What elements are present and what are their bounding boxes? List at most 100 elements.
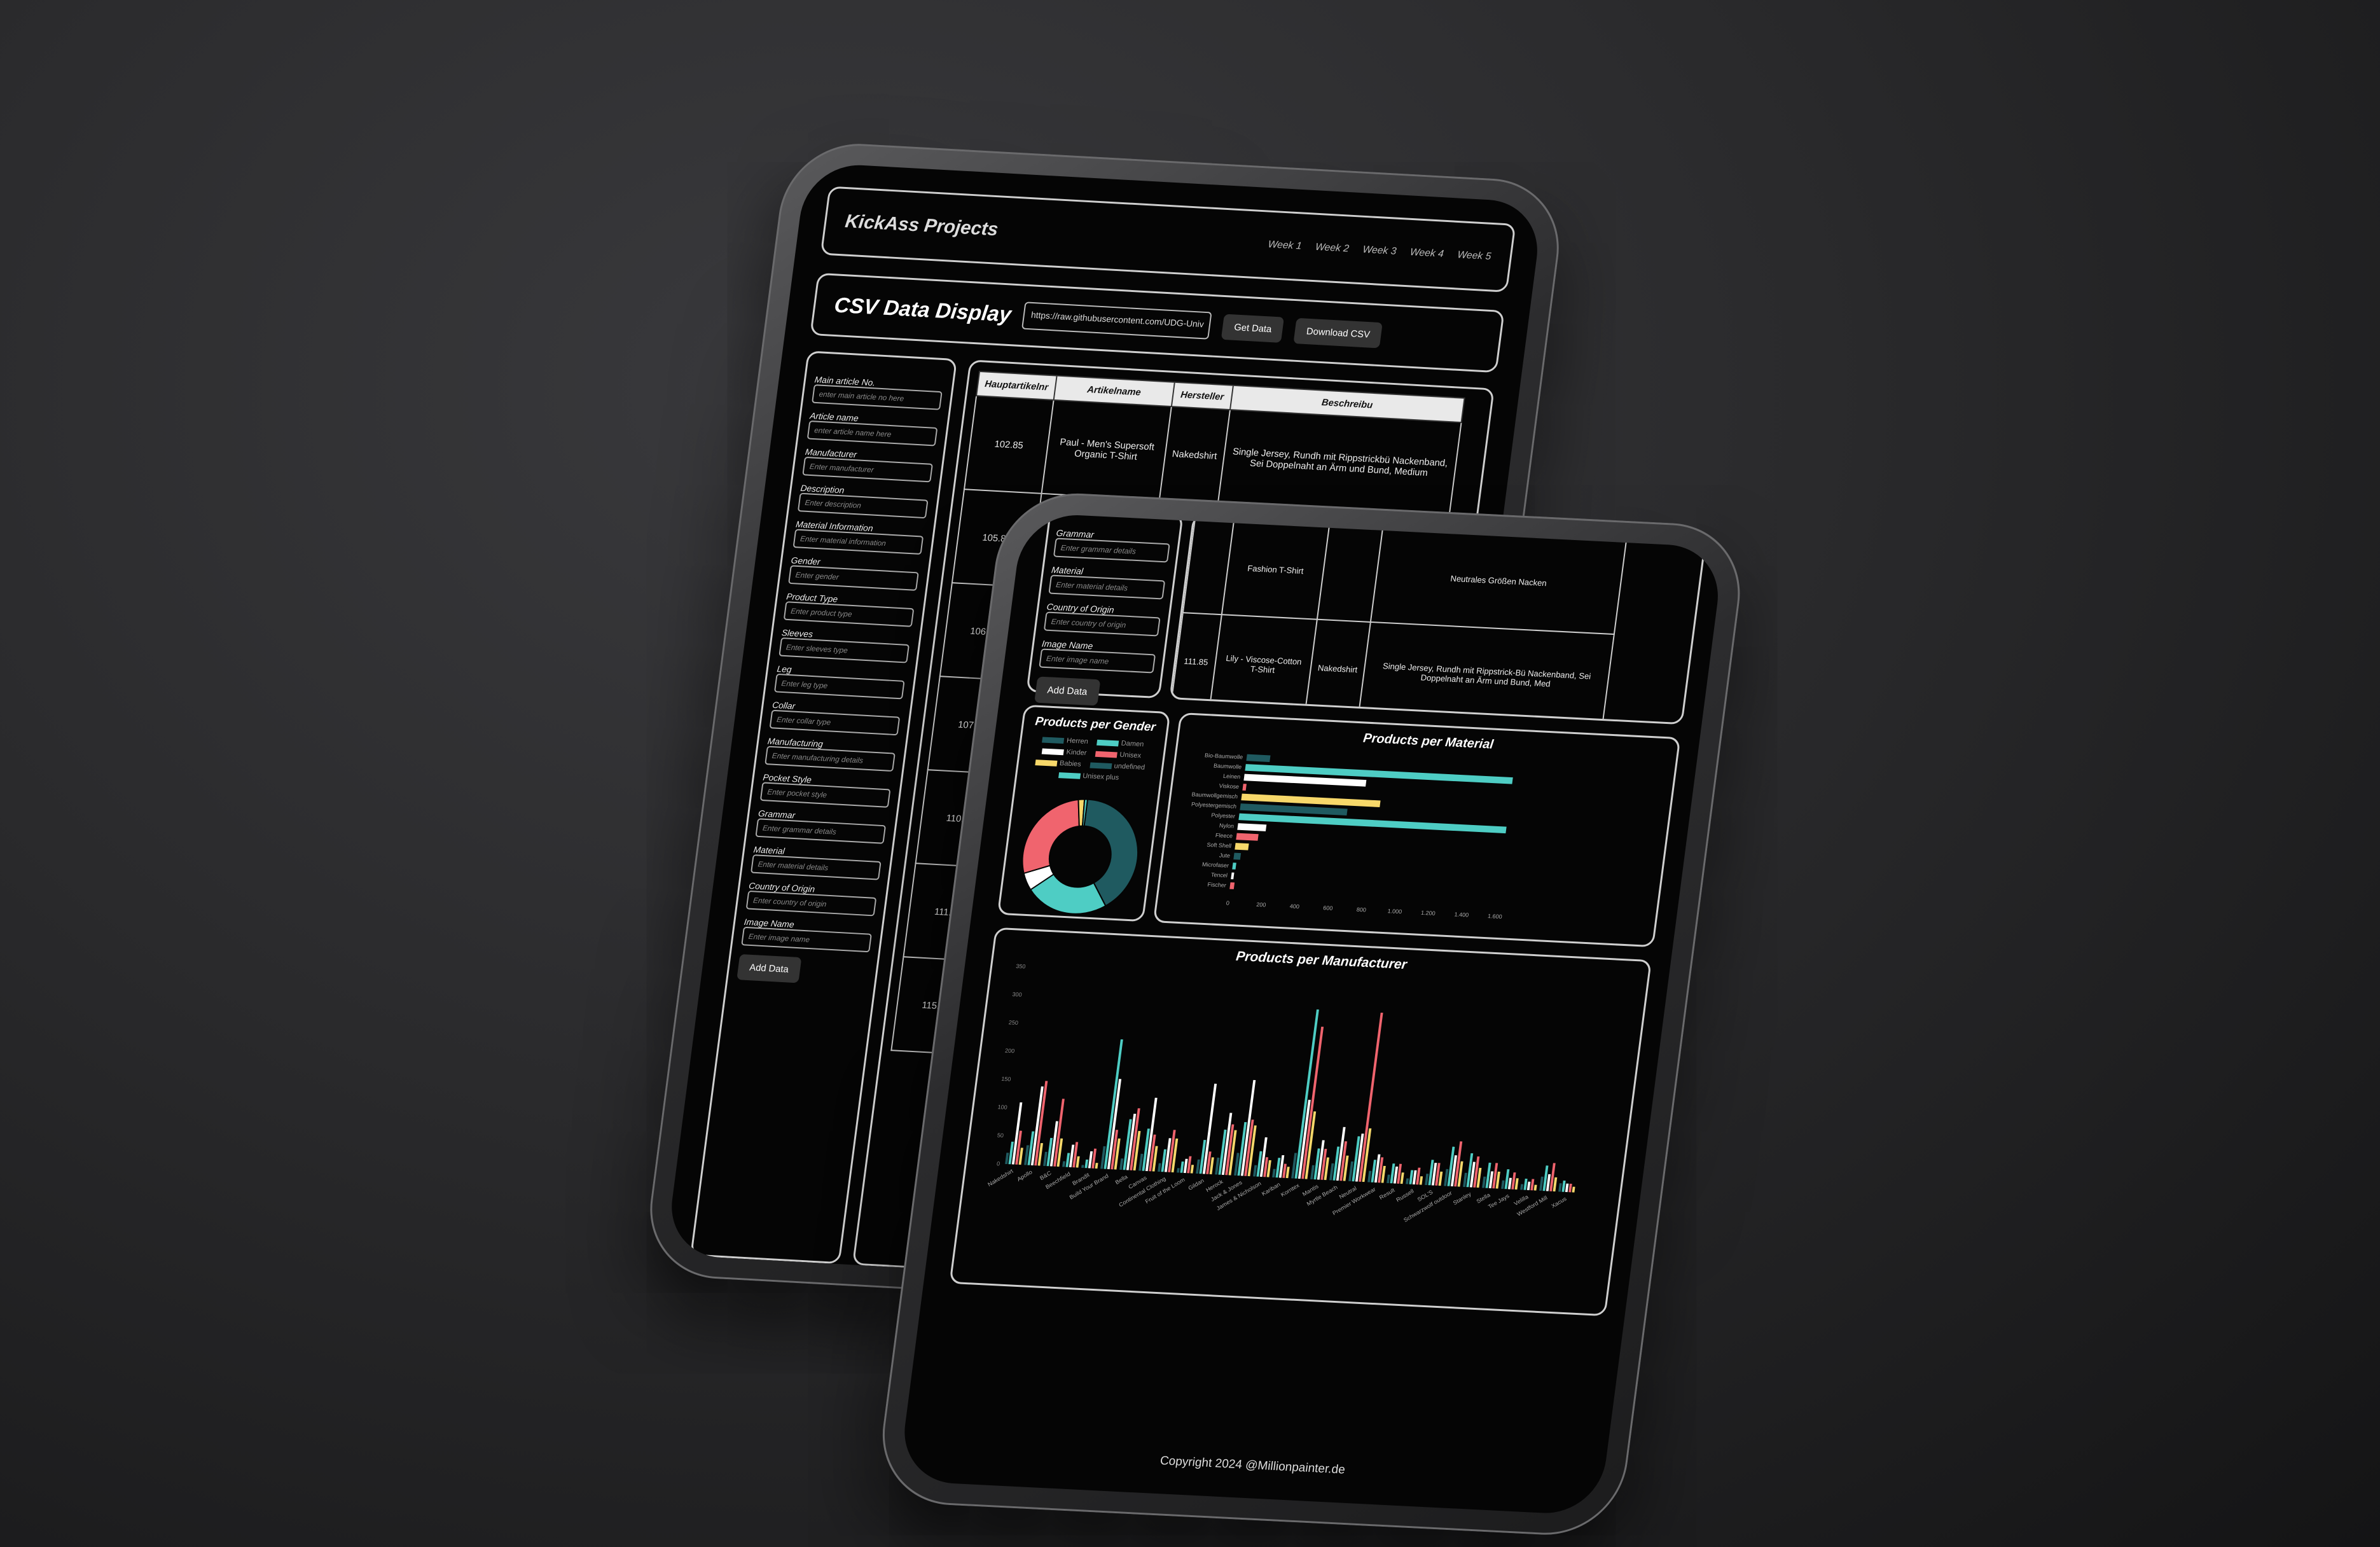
bar-canvas-unisex[interactable] (1149, 1134, 1156, 1172)
bar-premier-workwear-kinder[interactable] (1374, 1154, 1381, 1183)
bar-beechfield-damen[interactable] (1065, 1153, 1070, 1167)
bar-tee-jays-unisex[interactable] (1511, 1172, 1516, 1190)
bar-jute[interactable] (1233, 852, 1242, 860)
bar-kariban-kinder[interactable] (1278, 1155, 1285, 1178)
bar-russell-babies[interactable] (1419, 1176, 1423, 1185)
donut-slice-herren[interactable] (1074, 798, 1145, 907)
bar-b-c-kinder[interactable] (1049, 1121, 1058, 1167)
bar-bella-kinder[interactable] (1126, 1113, 1137, 1170)
bar-kariban-babies[interactable] (1285, 1167, 1290, 1179)
bar-velilla-damen[interactable] (1523, 1178, 1528, 1190)
bar-james-nicholson-herren[interactable] (1253, 1165, 1257, 1177)
bar-westford-mill-unisex[interactable] (1549, 1163, 1556, 1191)
bar-jack-jones-kinder[interactable] (1240, 1079, 1256, 1176)
legend-item[interactable]: Herren (1042, 735, 1089, 746)
bar-russell-kinder[interactable] (1412, 1170, 1417, 1185)
bar-gildan-kinder[interactable] (1202, 1083, 1217, 1174)
bar-brandit-babies[interactable] (1095, 1163, 1098, 1169)
get-data-button[interactable]: Get Data (1221, 314, 1285, 343)
bar-james-nicholson-unisex[interactable] (1263, 1157, 1269, 1177)
bar-baumwollgemisch[interactable] (1241, 793, 1381, 807)
bar-beechfield-herren[interactable] (1062, 1161, 1066, 1167)
bar-jack-jones-herren[interactable] (1234, 1153, 1240, 1176)
bar-sol-s-babies[interactable] (1438, 1171, 1443, 1186)
bar-bella-babies[interactable] (1133, 1130, 1141, 1171)
bar-continental-clothing-unisex[interactable] (1168, 1130, 1176, 1172)
bar-korntex-babies[interactable] (1304, 1111, 1317, 1179)
bar-nakedshirt-unisex[interactable] (1015, 1130, 1022, 1165)
bar-velilla-kinder[interactable] (1526, 1181, 1531, 1191)
bar-schwarzwolf-outdoor-babies[interactable] (1457, 1161, 1463, 1187)
bar-apollo-herren[interactable] (1024, 1145, 1029, 1165)
bar-herock-kinder[interactable] (1221, 1113, 1233, 1176)
bar-apollo-kinder[interactable] (1030, 1086, 1044, 1166)
bar-fischer[interactable] (1229, 882, 1235, 889)
nav-link-week-5[interactable]: Week 5 (1456, 249, 1492, 262)
bar-continental-clothing-herren[interactable] (1158, 1163, 1161, 1172)
bar-continental-clothing-babies[interactable] (1171, 1138, 1179, 1173)
bar-b-c-damen[interactable] (1046, 1137, 1053, 1167)
bar-stanley-kinder[interactable] (1469, 1162, 1476, 1188)
bar-bio-baumwolle[interactable] (1246, 754, 1271, 762)
bar-sol-s-unisex[interactable] (1435, 1163, 1441, 1186)
bar-leinen[interactable] (1243, 774, 1367, 787)
bar-westford-mill-damen[interactable] (1542, 1165, 1549, 1191)
bar-canvas-babies[interactable] (1152, 1146, 1158, 1172)
bar-russell-herren[interactable] (1406, 1178, 1409, 1184)
bar-velilla-babies[interactable] (1533, 1184, 1537, 1191)
bar-bella-unisex[interactable] (1130, 1108, 1140, 1170)
bar-nylon[interactable] (1237, 823, 1267, 831)
download-csv-button[interactable]: Download CSV (1293, 317, 1383, 348)
bar-sol-s-damen[interactable] (1428, 1160, 1434, 1186)
nav-link-week-3[interactable]: Week 3 (1362, 244, 1397, 257)
bar-tee-jays-kinder[interactable] (1507, 1177, 1512, 1190)
bar-microfaser[interactable] (1232, 863, 1236, 870)
add-data-button[interactable]: Add Data (1034, 676, 1100, 706)
bar-herock-unisex[interactable] (1225, 1124, 1235, 1176)
bar-canvas-herren[interactable] (1138, 1153, 1144, 1171)
bar-result-damen[interactable] (1390, 1163, 1395, 1184)
bar-neutral-kinder[interactable] (1355, 1134, 1364, 1182)
bar-premier-workwear-babies[interactable] (1381, 1165, 1386, 1183)
bar-stella-unisex[interactable] (1492, 1163, 1498, 1189)
donut-slice-unisex-plus[interactable] (1081, 798, 1089, 827)
bar-gildan-babies[interactable] (1209, 1157, 1214, 1175)
bar-brandit-damen[interactable] (1084, 1159, 1089, 1169)
bar-fleece[interactable] (1236, 833, 1259, 841)
bar-jack-jones-damen[interactable] (1237, 1121, 1247, 1176)
bar-build-your-brand-herren[interactable] (1100, 1146, 1106, 1169)
bar-beechfield-kinder[interactable] (1069, 1144, 1075, 1168)
bar-nakedshirt-damen[interactable] (1008, 1141, 1014, 1165)
bar-myrtle-beach-herren[interactable] (1329, 1163, 1334, 1181)
bar-westford-mill-herren[interactable] (1539, 1176, 1544, 1191)
bar-mantis-herren[interactable] (1310, 1165, 1315, 1180)
bar-xacus-herren[interactable] (1558, 1183, 1562, 1192)
bar-fruit-of-the-loom-herren[interactable] (1177, 1168, 1180, 1173)
bar-fruit-of-the-loom-unisex[interactable] (1187, 1156, 1192, 1174)
bar-mantis-unisex[interactable] (1320, 1148, 1327, 1180)
bar-fruit-of-the-loom-kinder[interactable] (1183, 1158, 1188, 1174)
bar-soft-shell[interactable] (1235, 843, 1249, 850)
bar-velilla-unisex[interactable] (1530, 1179, 1535, 1191)
column-header[interactable]: Hauptartikelnr (976, 371, 1057, 400)
bar-brandit-unisex[interactable] (1091, 1148, 1097, 1169)
bar-neutral-herren[interactable] (1348, 1161, 1353, 1182)
bar-bella-damen[interactable] (1123, 1119, 1132, 1170)
bar-tee-jays-herren[interactable] (1501, 1180, 1505, 1190)
bar-sol-s-kinder[interactable] (1431, 1162, 1437, 1186)
bar-viskose[interactable] (1242, 784, 1247, 791)
bar-westford-mill-babies[interactable] (1553, 1177, 1558, 1192)
bar-korntex-herren[interactable] (1291, 1153, 1297, 1179)
bar-polyester[interactable] (1238, 813, 1507, 834)
add-data-button[interactable]: Add Data (737, 954, 802, 983)
bar-herock-damen[interactable] (1218, 1129, 1227, 1175)
bar-baumwolle[interactable] (1245, 764, 1513, 784)
bar-xacus-unisex[interactable] (1568, 1183, 1572, 1193)
bar-korntex-unisex[interactable] (1301, 1027, 1324, 1179)
bar-gildan-unisex[interactable] (1206, 1151, 1212, 1174)
bar-continental-clothing-kinder[interactable] (1164, 1138, 1172, 1172)
bar-nakedshirt-kinder[interactable] (1011, 1102, 1023, 1165)
bar-premier-workwear-damen[interactable] (1371, 1160, 1376, 1183)
bar-build-your-brand-unisex[interactable] (1110, 1130, 1119, 1170)
bar-stella-babies[interactable] (1495, 1171, 1500, 1189)
